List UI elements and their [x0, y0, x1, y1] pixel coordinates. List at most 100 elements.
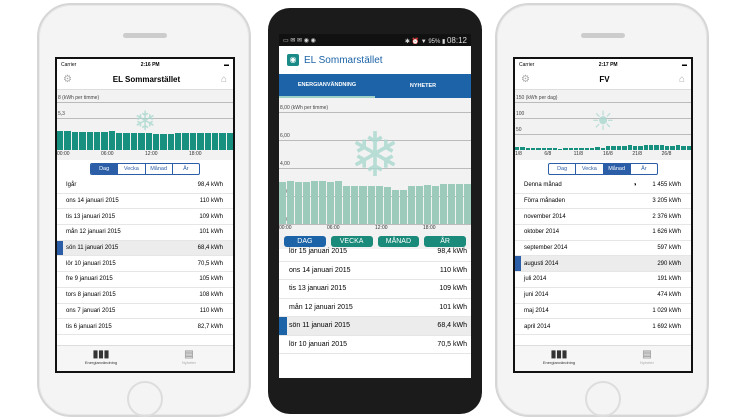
bar — [189, 132, 197, 150]
tab-nyheter[interactable]: ▤ Nyheter — [145, 346, 233, 371]
segment-vecka[interactable]: Vecka — [118, 164, 146, 174]
list-item[interactable]: mån 12 januari 2015 101 kWh — [279, 299, 471, 317]
list-item[interactable]: Förra månaden 3 205 kWh — [515, 194, 691, 210]
y-axis-label: 8,00 (kWh per timme) — [280, 105, 329, 111]
bar — [536, 148, 541, 150]
gear-icon[interactable]: ⚙ — [521, 74, 530, 85]
bar — [383, 186, 391, 224]
list-item[interactable]: lör 15 januari 2015 98,4 kWh — [279, 243, 471, 262]
clock: 2:16 PM — [140, 61, 160, 68]
row-value: 109 kWh — [439, 285, 467, 293]
status-bar: Carrier 2:16 PM ▬ — [57, 59, 233, 70]
list-item[interactable]: oktober 2014 1 626 kWh — [515, 225, 691, 241]
x-tick-label: 16/8 — [603, 151, 613, 157]
bar-series — [515, 102, 691, 150]
bar — [611, 145, 616, 150]
segment-år[interactable]: År — [183, 166, 189, 172]
period-buttons: DAG VECKA MÅNAD ÅR — [279, 234, 471, 249]
list-item[interactable]: tis 13 januari 2015 109 kWh — [279, 280, 471, 299]
tab-label: Nyheter — [181, 360, 196, 365]
bar-chart-icon: ▮▮▮ — [92, 349, 110, 360]
row-label: lör 15 januari 2015 — [289, 248, 347, 256]
list-item[interactable]: november 2014 2 376 kWh — [515, 209, 691, 226]
row-value: 597 kWh — [657, 245, 681, 252]
segment-år[interactable]: År — [641, 166, 647, 172]
list-item[interactable]: sön 11 januari 2015 68,4 kWh — [57, 240, 233, 257]
list-item[interactable]: ons 14 januari 2015 110 kWh — [279, 262, 471, 280]
segment-månad[interactable]: Månad — [146, 164, 173, 174]
list-item[interactable]: fre 9 januari 2015 105 kWh — [57, 272, 233, 288]
home-button[interactable] — [585, 381, 621, 417]
list-item[interactable]: augusti 2014 290 kWh — [515, 256, 691, 273]
tab-energianvandning[interactable]: ▮▮▮ Energianvändning — [515, 346, 603, 371]
row-label: juni 2014 — [524, 292, 549, 299]
segment-vecka[interactable]: Vecka — [576, 164, 604, 174]
list-item[interactable]: sön 11 januari 2015 68,4 kWh — [279, 317, 471, 336]
row-label: Denna månad — [524, 182, 562, 189]
list-item[interactable]: tors 8 januari 2015 108 kWh — [57, 288, 233, 304]
segment-dag[interactable]: Dag — [549, 164, 577, 174]
button-dag[interactable]: DAG — [284, 236, 326, 247]
button-år[interactable]: ÅR — [424, 236, 466, 247]
x-tick-label: 18:00 — [423, 225, 436, 231]
row-value: 70,5 kWh — [437, 340, 467, 348]
bar — [175, 132, 182, 150]
home-icon[interactable]: ⌂ — [220, 74, 227, 85]
tab-nyheter[interactable]: ▤ Nyheter — [603, 346, 691, 371]
list-item[interactable]: ons 7 januari 2015 110 kWh — [57, 304, 233, 320]
list-item[interactable]: tis 6 januari 2015 82,7 kWh — [57, 319, 233, 335]
list-item[interactable]: mån 12 januari 2015 101 kWh — [57, 225, 233, 241]
list-item[interactable]: Igår 98,4 kWh — [57, 178, 233, 194]
bar — [287, 181, 295, 224]
bar — [464, 184, 471, 224]
bar — [654, 144, 659, 150]
list-item[interactable]: tis 13 januari 2015 109 kWh — [57, 209, 233, 226]
row-label: maj 2014 — [524, 307, 549, 314]
bar — [579, 148, 584, 150]
row-value-wrap: 1 626 kWh — [652, 229, 681, 235]
bar — [415, 185, 423, 224]
bar — [279, 182, 287, 224]
list-item[interactable]: juni 2014 474 kWh — [515, 288, 691, 304]
status-bar: ▭ ✉ ✉ ◉ ◉ ✱ ⏰ ▼ 95% ▮ 08:12 — [279, 34, 471, 46]
tab-energianvandning[interactable]: ▮▮▮ Energianvändning — [57, 346, 145, 371]
bar — [145, 132, 152, 150]
row-value-wrap: 68,4 kWh — [198, 245, 223, 251]
bar — [622, 145, 627, 150]
page-title: EL Sommarstället — [112, 75, 181, 84]
row-value: 110 kWh — [199, 307, 223, 314]
row-value-wrap: 109 kWh — [199, 214, 223, 220]
list-item[interactable]: september 2014 597 kWh — [515, 241, 691, 257]
segment-månad[interactable]: Månad — [603, 164, 631, 174]
list-item[interactable]: ons 14 januari 2015 110 kWh — [57, 194, 233, 210]
list-item[interactable]: lör 10 januari 2015 70,5 kWh — [57, 256, 233, 273]
bar — [219, 132, 226, 150]
bar — [79, 131, 86, 150]
home-icon[interactable]: ⌂ — [678, 74, 685, 85]
row-value: 1 692 kWh — [652, 323, 681, 330]
bar — [138, 132, 145, 150]
button-månad[interactable]: MÅNAD — [377, 236, 420, 247]
bar — [686, 145, 691, 150]
list-item[interactable]: lör 10 januari 2015 70,5 kWh — [279, 336, 471, 354]
button-vecka[interactable]: VECKA — [330, 236, 373, 247]
tabs: ENERGIANVÄNDNING NYHETER — [279, 74, 471, 98]
bar — [590, 147, 595, 150]
list-item[interactable]: juli 2014 191 kWh — [515, 272, 691, 288]
snowflake-icon: ❄ — [133, 105, 157, 136]
consumption-list: Denna månad ◑ 1 455 kWh Förra månaden 3 205… — [515, 178, 691, 335]
row-value: 109 kWh — [199, 213, 223, 220]
bar — [541, 147, 547, 150]
bar — [439, 184, 447, 224]
segment-dag[interactable]: Dag — [91, 164, 119, 174]
gridline — [515, 102, 691, 103]
tab-nyheter[interactable]: NYHETER — [409, 83, 437, 89]
list-item[interactable]: Denna månad ◑ 1 455 kWh — [515, 178, 691, 194]
tab-energianvandning[interactable]: ENERGIANVÄNDNING — [279, 74, 375, 98]
home-button[interactable] — [127, 381, 163, 417]
row-value: 3 205 kWh — [652, 198, 681, 205]
bar — [638, 146, 643, 150]
gear-icon[interactable]: ⚙ — [63, 74, 72, 85]
list-item[interactable]: maj 2014 1 029 kWh — [515, 304, 691, 320]
list-item[interactable]: april 2014 1 692 kWh — [515, 319, 691, 335]
